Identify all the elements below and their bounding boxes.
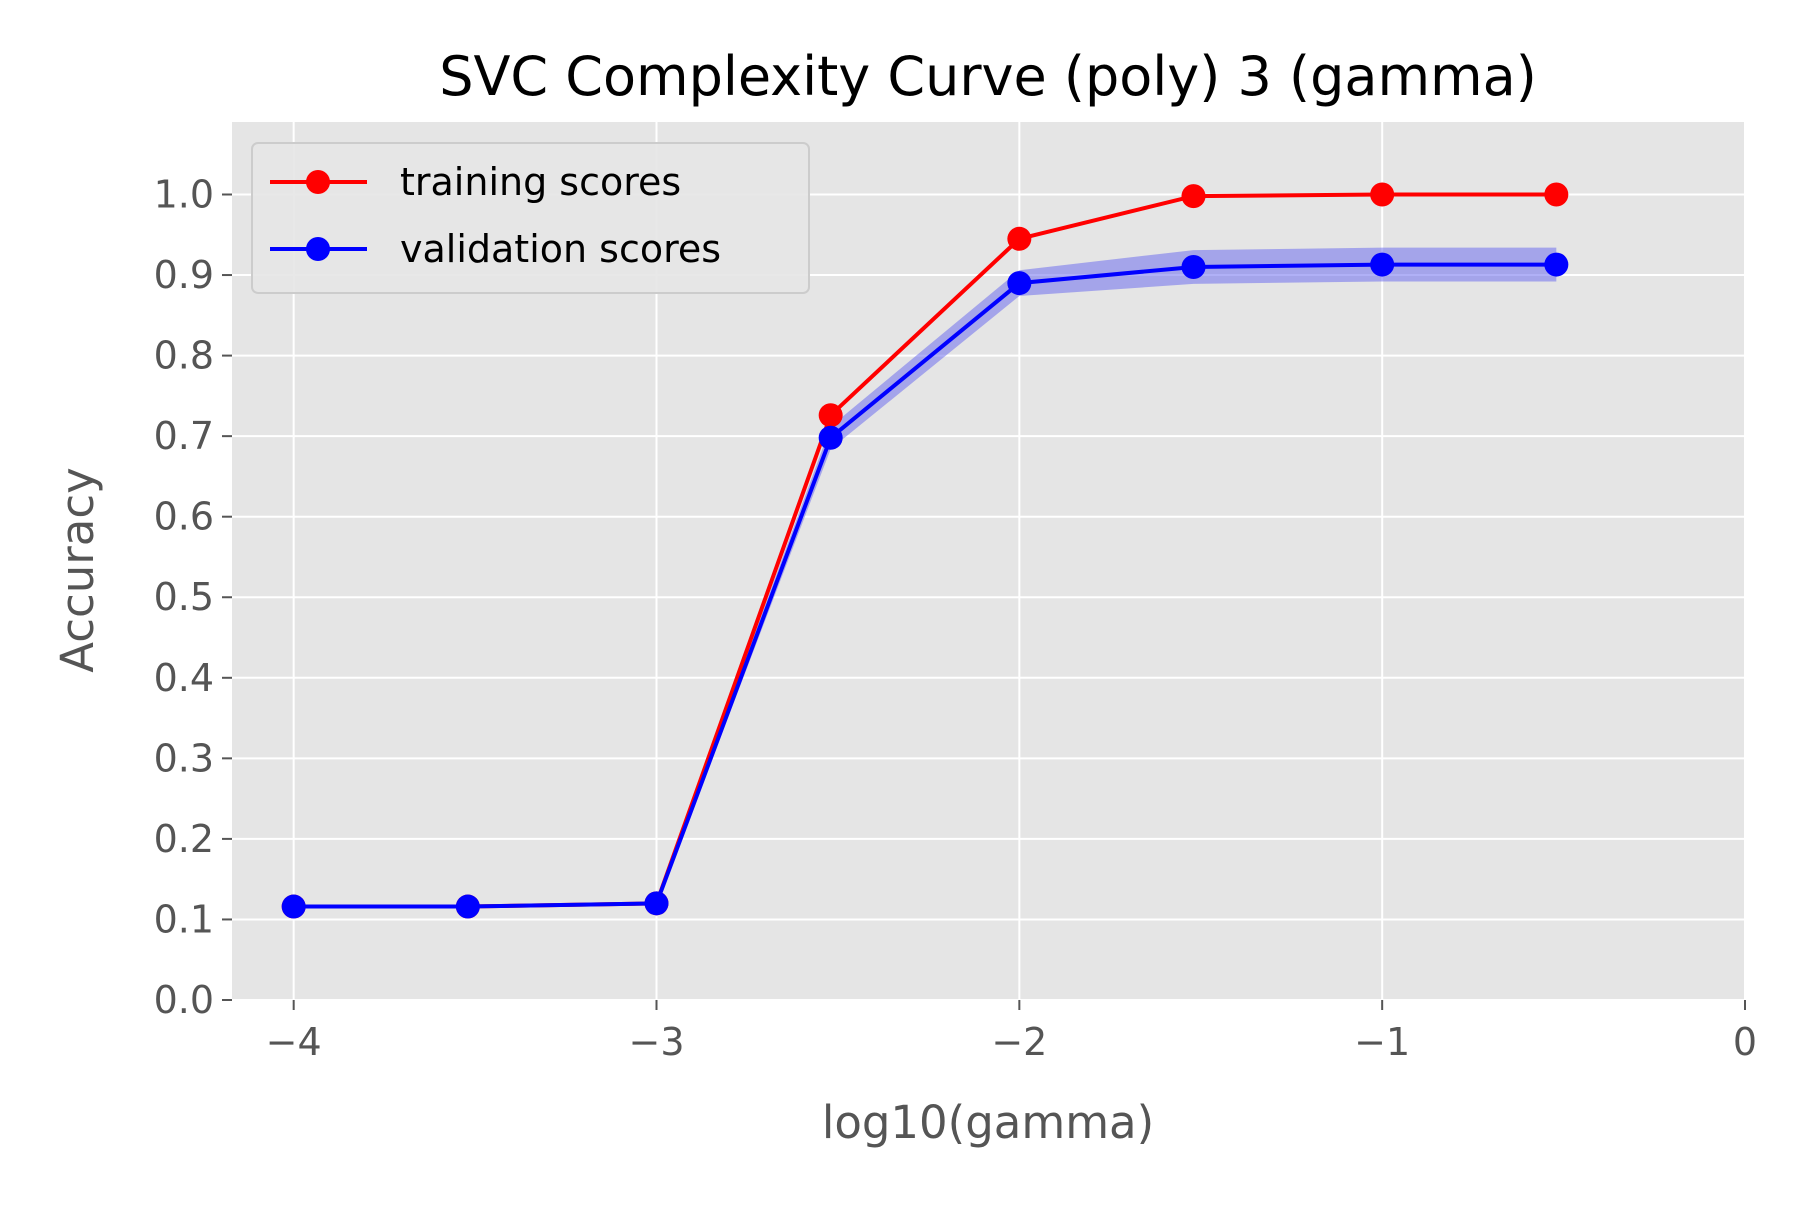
y-tick-label: 0.8 [154, 334, 214, 378]
validation-data-point [1181, 254, 1206, 279]
plot-area: 0.0 0.1 0.2 0.3 0.4 0.5 0.6 0.7 0.8 0.9 1.0 −4 −3 −2 −… [154, 122, 1757, 1064]
y-tick-label: 0.3 [154, 736, 214, 780]
validation-data-point [1370, 252, 1395, 277]
x-tick-label: −3 [628, 1020, 684, 1064]
y-tick-label: 0.6 [154, 495, 214, 539]
validation-data-point [644, 891, 669, 916]
x-axis-label: log10(gamma) [822, 1096, 1154, 1149]
training-data-point [1544, 182, 1569, 207]
training-data-point [1370, 182, 1395, 207]
y-tick-label: 0.1 [154, 897, 214, 941]
y-tick-label: 0.4 [154, 656, 214, 700]
validation-data-point [1007, 271, 1032, 296]
chart-title: SVC Complexity Curve (poly) 3 (gamma) [439, 45, 1537, 108]
validation-data-point [818, 425, 843, 450]
x-tick-label: 0 [1733, 1020, 1757, 1064]
validation-data-point [1544, 252, 1569, 277]
validation-series-line [293, 262, 1557, 909]
y-axis-label: Accuracy [51, 467, 104, 672]
x-tick-label: −2 [991, 1020, 1047, 1064]
y-tick-label: 0.7 [154, 414, 214, 458]
validation-data-point [455, 894, 480, 919]
training-data-point [1181, 184, 1206, 209]
validation-data-point [281, 894, 306, 919]
x-tick-label: −4 [266, 1020, 322, 1064]
y-tick-label: 0.0 [154, 978, 214, 1022]
training-data-point [1007, 226, 1032, 251]
x-tick-label: −1 [1354, 1020, 1410, 1064]
legend: training scores validation scores [251, 142, 810, 294]
y-tick-label: 0.5 [154, 575, 214, 619]
y-tick-label: 1.0 [154, 172, 214, 216]
validation-legend-label: validation scores [400, 227, 721, 271]
training-legend-label: training scores [400, 160, 681, 204]
training-legend-marker [306, 170, 330, 194]
validation-legend-marker [306, 237, 330, 261]
y-tick-label: 0.9 [154, 253, 214, 297]
training-data-point [818, 403, 843, 428]
y-tick-label: 0.2 [154, 817, 214, 861]
legend-box [251, 142, 810, 294]
